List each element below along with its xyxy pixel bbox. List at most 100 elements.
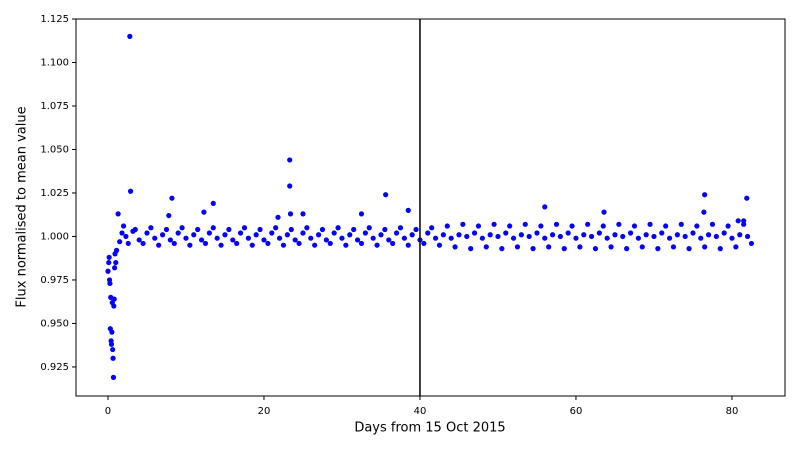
data-point	[483, 244, 489, 250]
data-point	[518, 232, 524, 238]
data-point	[111, 296, 117, 302]
data-point	[503, 230, 509, 236]
data-point	[413, 226, 419, 233]
data-point	[237, 230, 244, 236]
data-point	[429, 225, 435, 231]
data-point	[140, 240, 146, 247]
data-point	[390, 240, 396, 247]
data-point	[448, 235, 454, 241]
data-point	[127, 188, 134, 194]
data-point	[119, 230, 125, 236]
data-point	[733, 244, 739, 250]
data-point	[647, 221, 653, 227]
data-point	[366, 225, 372, 231]
data-point	[405, 242, 411, 248]
x-axis-label: Days from 15 Oct 2015	[354, 421, 505, 436]
data-point	[288, 226, 294, 233]
data-point	[319, 226, 326, 233]
data-point	[569, 223, 575, 229]
data-point	[108, 341, 115, 347]
data-point	[354, 237, 361, 243]
data-point	[401, 235, 407, 241]
data-point	[702, 192, 708, 198]
data-point	[343, 242, 349, 248]
data-point	[565, 230, 571, 236]
data-point	[163, 226, 170, 233]
data-point	[123, 233, 129, 240]
data-point	[713, 233, 719, 240]
data-point	[440, 232, 446, 238]
data-point	[663, 223, 669, 229]
data-point	[214, 235, 220, 241]
data-point	[222, 232, 228, 238]
data-point	[479, 235, 485, 241]
data-point	[631, 223, 638, 229]
data-point	[132, 226, 138, 233]
data-point	[507, 223, 513, 229]
y-tick-label: 1.050	[40, 144, 69, 155]
data-point	[167, 237, 173, 243]
data-point	[249, 242, 255, 248]
data-point	[195, 226, 201, 233]
data-point	[393, 230, 400, 236]
data-point	[741, 218, 747, 224]
data-point	[678, 221, 684, 227]
data-point	[202, 240, 209, 247]
data-point	[378, 232, 384, 238]
data-point	[110, 355, 116, 361]
data-point	[522, 221, 528, 227]
data-point	[487, 232, 493, 238]
data-point	[127, 33, 133, 39]
data-point	[585, 221, 591, 227]
data-point	[201, 209, 207, 215]
data-point	[152, 235, 158, 241]
data-point	[694, 223, 700, 229]
data-point	[107, 280, 113, 287]
data-point	[175, 230, 181, 236]
data-point	[620, 233, 626, 240]
data-point	[109, 329, 115, 335]
data-point	[339, 235, 345, 241]
data-point	[495, 233, 501, 240]
data-point	[198, 237, 205, 243]
x-tick-label: 80	[726, 406, 739, 417]
data-point	[144, 230, 150, 236]
y-axis-label: Flux normalised to mean value	[15, 106, 30, 307]
data-point	[510, 235, 517, 241]
data-point	[169, 195, 175, 201]
data-point	[358, 211, 365, 217]
data-point	[737, 232, 743, 238]
data-point	[624, 246, 630, 252]
data-point	[499, 246, 505, 252]
data-point	[386, 237, 392, 243]
data-point	[748, 240, 755, 247]
data-point	[397, 225, 404, 231]
data-point	[596, 230, 602, 236]
y-tick-label: 0.950	[40, 318, 69, 329]
data-point	[651, 233, 657, 240]
data-point	[659, 230, 665, 236]
data-point	[347, 232, 353, 238]
data-point	[432, 235, 439, 241]
data-point	[601, 209, 607, 215]
data-point	[183, 235, 189, 241]
data-point	[110, 374, 117, 380]
data-point	[234, 240, 240, 247]
data-point	[308, 235, 314, 241]
data-point	[269, 230, 275, 236]
data-point	[191, 232, 197, 238]
data-point	[444, 223, 450, 229]
data-point	[729, 235, 735, 241]
y-tick-label: 1.000	[40, 231, 69, 242]
data-point	[136, 237, 142, 243]
data-point	[257, 226, 263, 233]
data-point	[546, 244, 552, 250]
data-point	[287, 183, 293, 189]
data-point	[105, 268, 111, 274]
data-point	[226, 226, 232, 233]
data-point	[117, 239, 123, 245]
data-point	[452, 244, 458, 250]
data-point	[616, 221, 622, 227]
data-point	[612, 232, 618, 238]
data-point	[287, 157, 293, 163]
